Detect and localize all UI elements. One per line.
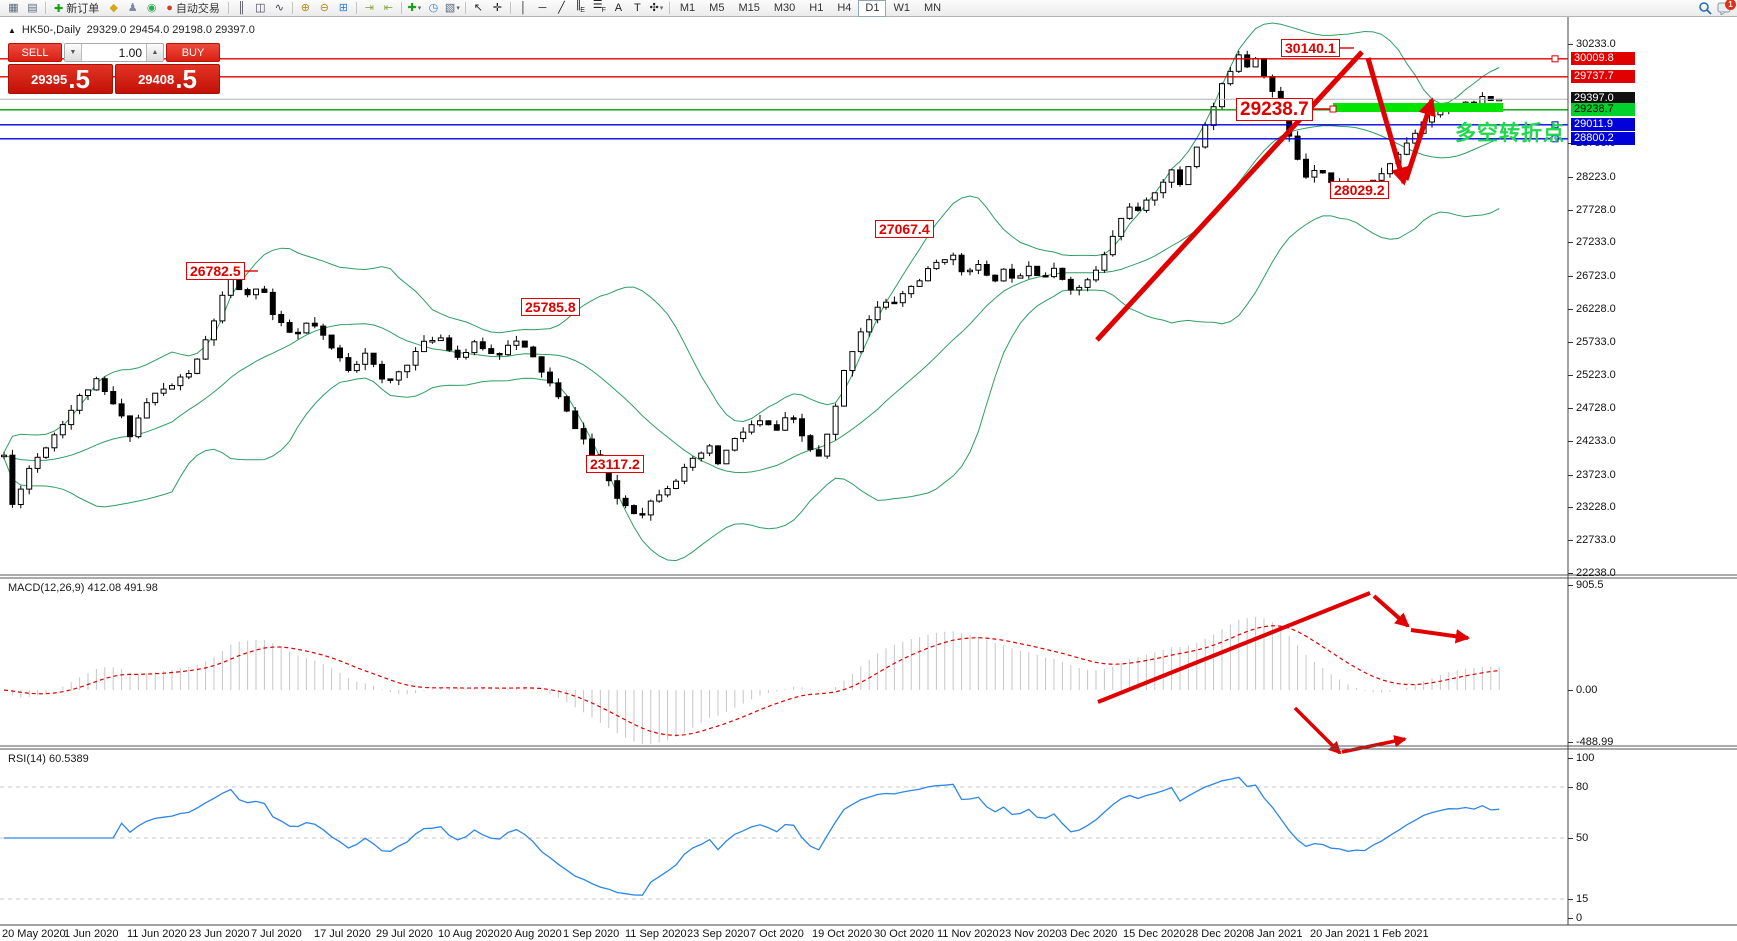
volume-value[interactable]: 1.00	[118, 45, 142, 60]
rsi-indicator-label: RSI(14) 60.5389	[8, 753, 89, 765]
vertical-line-icon[interactable]: │	[519, 1, 527, 14]
zoom-in-icon[interactable]: ⊕	[300, 1, 310, 14]
template-icon[interactable]: ▧ ▾	[444, 1, 460, 14]
buy-price[interactable]: 29408 .5	[115, 64, 220, 94]
candlestick-mode-icon[interactable]: ◫	[255, 1, 266, 14]
timeframe-button-m5[interactable]: M5	[709, 1, 725, 14]
sell-price-main: 29395	[31, 72, 68, 87]
symbol-period-label: HK50-,Daily	[21, 24, 81, 36]
text-icon[interactable]: A	[614, 1, 623, 14]
timeframe-button-m1[interactable]: M1	[679, 1, 696, 14]
search-icon[interactable]	[1695, 0, 1714, 17]
toolbar-separator	[400, 2, 402, 14]
timeframe-button-h1[interactable]: H1	[809, 1, 824, 14]
charts-grid-icon[interactable]: ▦	[8, 1, 19, 14]
buy-button[interactable]: BUY	[166, 43, 220, 62]
toolbar-separator	[668, 2, 670, 14]
new-order-button[interactable]: ✚ 新订单	[54, 2, 100, 16]
macd-indicator-label: MACD(12,26,9) 412.08 491.98	[8, 582, 158, 594]
buy-price-main: 29408	[138, 72, 175, 87]
toolbar-separator	[355, 2, 357, 14]
toolbar-separator	[45, 2, 46, 14]
price-annotation[interactable]: 23117.2	[586, 455, 644, 473]
toolbar-separator	[509, 2, 511, 14]
trendline-icon[interactable]: ╱	[558, 1, 565, 14]
toolbar-separator	[227, 2, 229, 14]
auto-trading-button[interactable]: ● 自动交易	[166, 2, 220, 15]
expander-triangle-icon[interactable]: ▲	[8, 25, 16, 35]
toolbar-separator	[464, 2, 466, 14]
arrows-objects-icon[interactable]: ✣ ▾	[649, 1, 664, 14]
price-annotation[interactable]: 30140.1	[1281, 39, 1340, 57]
text-label-icon[interactable]: T	[634, 1, 641, 14]
chart-symbol-header: ▲ HK50-,Daily 29329.0 29454.0 29198.0 29…	[8, 24, 255, 36]
sell-button[interactable]: SELL	[8, 43, 62, 62]
sell-price-big: .5	[68, 64, 90, 94]
line-chart-mode-icon[interactable]: ∿	[274, 1, 284, 14]
signals-icon[interactable]: ◉	[146, 1, 157, 14]
volume-increase-button[interactable]: ▲	[146, 44, 163, 61]
price-annotation[interactable]: 26782.5	[186, 262, 245, 280]
funds-icon[interactable]: ◆	[109, 1, 118, 14]
toolbar-separator	[291, 2, 293, 14]
timeframe-button-w1[interactable]: W1	[893, 1, 910, 14]
add-indicator-icon[interactable]: ✚ ▾	[407, 1, 422, 14]
cursor-icon[interactable]: ↖	[473, 1, 483, 14]
zoom-out-icon[interactable]: ⊖	[319, 1, 329, 14]
volume-decrease-button[interactable]: ▼	[65, 44, 82, 61]
one-click-trading-panel: SELL ▼ 1.00 ▲ BUY 29395 .5 29408 .5	[8, 43, 220, 94]
ohlc-bars-mode-icon[interactable]: ║	[237, 1, 246, 14]
chart-shift-icon[interactable]: ⇤	[383, 1, 393, 14]
auto-scroll-icon[interactable]: ⇥	[364, 1, 374, 14]
sell-price[interactable]: 29395 .5	[8, 64, 113, 94]
price-annotation[interactable]: 28029.2	[1330, 181, 1389, 199]
price-annotation[interactable]: 27067.4	[875, 220, 934, 238]
timeframe-button-mn[interactable]: MN	[923, 1, 942, 14]
horizontal-line-icon[interactable]: ─	[538, 1, 547, 14]
tile-windows-icon[interactable]: ⊞	[338, 1, 348, 14]
timeframe-button-h4[interactable]: H4	[837, 1, 852, 14]
timeframe-button-d1[interactable]: D1	[858, 0, 887, 17]
main-toolbar: ▦ ▤ ✚ 新订单 ◆ ♟ ◉ ● 自动交易 ║ ◫ ∿ ⊕ ⊖ ⊞ ⇥ ⇤ ✚ ▾ ◷ ▧ ▾ ↖ ✛ │ ─ ╱ ∥E ☰F A T ✣ ▾…	[0, 0, 1737, 17]
profile-icon[interactable]: ♟	[127, 1, 138, 14]
period-clock-icon[interactable]: ◷	[428, 1, 439, 14]
ohlc-values: 29329.0 29454.0 29198.0 29397.0	[86, 24, 255, 36]
crosshair-icon[interactable]: ✛	[492, 1, 502, 14]
equidistant-channel-icon[interactable]: ∥E	[575, 0, 585, 14]
chat-notification-icon[interactable]: 1	[1714, 0, 1736, 17]
volume-stepper: ▼ 1.00 ▲	[64, 43, 164, 62]
price-annotation[interactable]: 25785.8	[521, 298, 580, 316]
price-annotation[interactable]: 29238.7	[1236, 98, 1313, 121]
notification-badge: 1	[1725, 0, 1736, 10]
buy-price-big: .5	[175, 64, 197, 94]
timeframe-button-m30[interactable]: M30	[773, 1, 796, 14]
data-window-icon[interactable]: ▤	[27, 1, 38, 14]
fibonacci-icon[interactable]: ☰F	[592, 0, 606, 14]
timeframe-button-m15[interactable]: M15	[738, 1, 760, 14]
